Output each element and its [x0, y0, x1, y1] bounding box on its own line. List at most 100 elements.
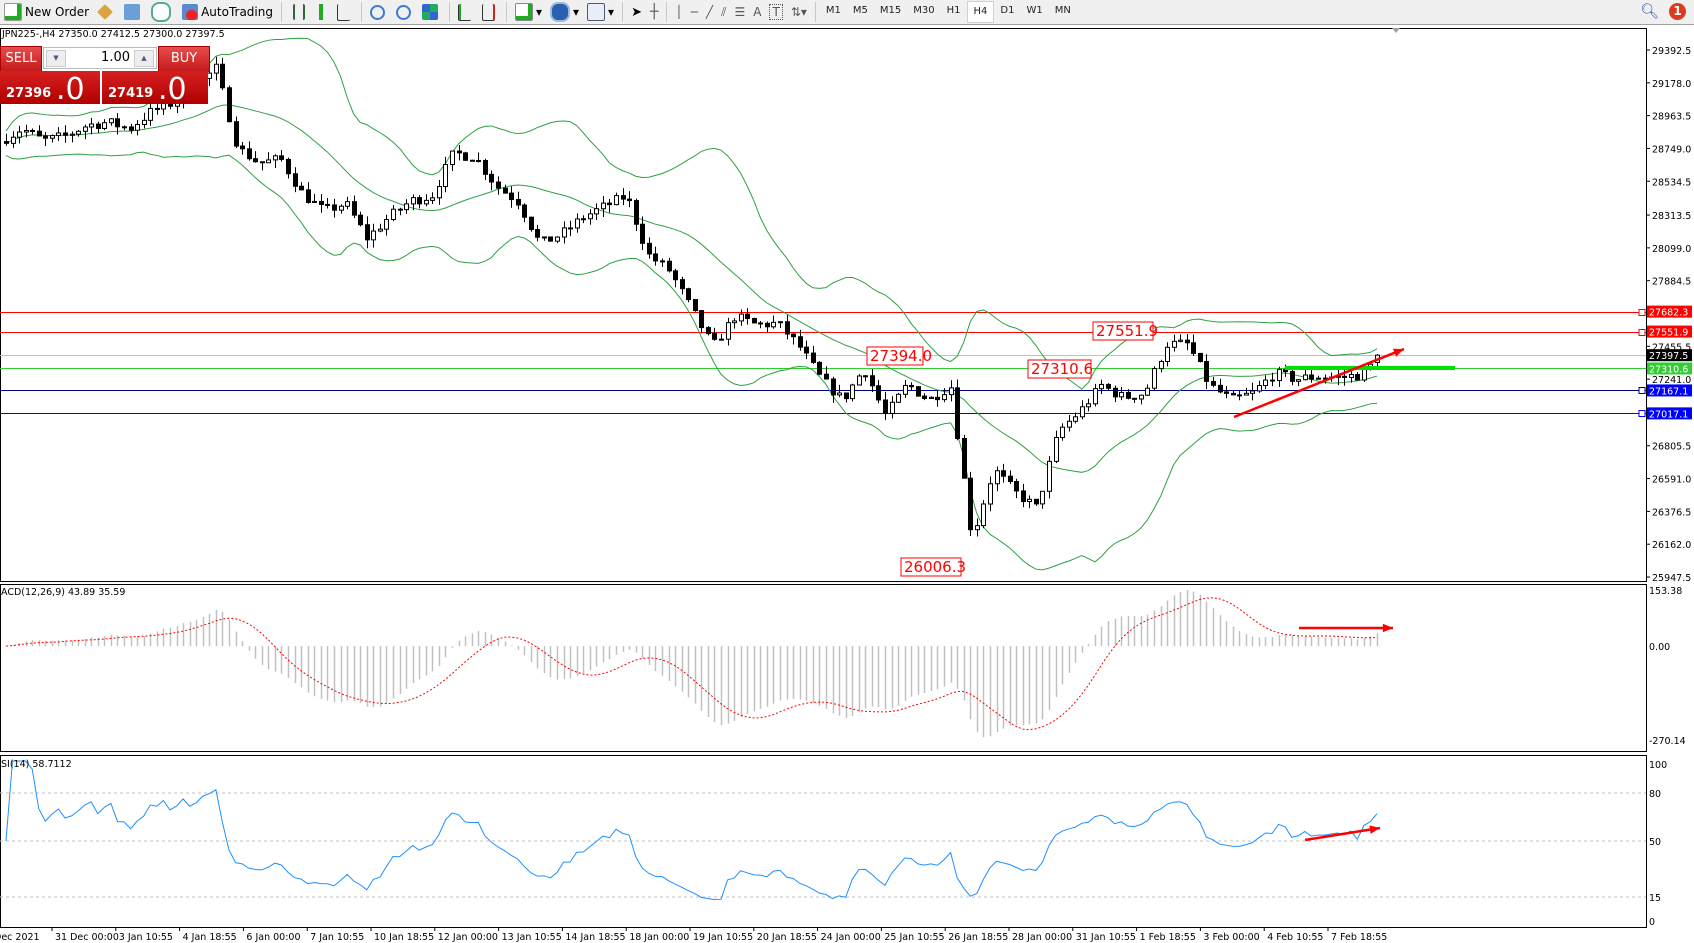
crosshair-button[interactable]: ┼ [646, 1, 662, 23]
arrows-button[interactable]: ⇅▾ [787, 1, 811, 23]
price-tick-label: 28963.5 [1652, 112, 1691, 123]
candlestick-icon [315, 4, 326, 20]
candle-bear [286, 158, 291, 175]
sell-button[interactable]: SELL [0, 46, 42, 72]
text-button[interactable]: A [749, 1, 765, 23]
candle-bear [1034, 498, 1039, 505]
price-tick-label: 27884.5 [1652, 277, 1691, 288]
price-line-label-bg [1647, 407, 1692, 420]
time-tick-label: 31 Jan 10:55 [1076, 932, 1136, 943]
timeframe-h1[interactable]: H1 [946, 5, 961, 16]
candle-bull [1263, 379, 1268, 387]
candle-bear [115, 118, 120, 128]
zoom-in-button[interactable] [366, 1, 392, 23]
sell-price-main: 27396 [6, 86, 52, 101]
candle-bull [1060, 426, 1065, 438]
new-order-button[interactable]: New Order [0, 1, 93, 23]
candle-bear [1231, 392, 1236, 396]
candle-bear [804, 346, 809, 354]
auto-scroll-button[interactable] [454, 1, 478, 23]
autotrading-button[interactable]: AutoTrading [178, 1, 277, 23]
candle-bear [962, 438, 967, 479]
bar-chart-button[interactable] [286, 1, 312, 23]
cursor-icon: ➤ [631, 4, 642, 20]
cursor-button[interactable]: ➤ [627, 1, 646, 23]
main-plot [4, 37, 1380, 571]
line-chart-button[interactable] [333, 1, 357, 23]
timeframe-d1[interactable]: D1 [1000, 5, 1015, 16]
timeframe-mn[interactable]: MN [1054, 5, 1071, 16]
macd-axis-label: -270.14 [1649, 736, 1686, 747]
candle-bull [411, 197, 416, 205]
zoom-out-button[interactable] [392, 1, 418, 23]
candle-bull [76, 130, 81, 135]
lot-size-input[interactable]: 1.00 [101, 50, 130, 65]
timeframe-h4[interactable]: H4 [966, 1, 995, 23]
templates-button[interactable]: ▾ [583, 1, 618, 23]
candle-bull [1257, 385, 1262, 392]
price-annotation: 27551.9 [1096, 322, 1158, 340]
vertical-line-button[interactable]: │ [671, 1, 686, 23]
horizontal-line-button[interactable]: ─ [687, 1, 702, 23]
text-label-button[interactable]: T [765, 1, 786, 23]
candle-bear [909, 384, 914, 388]
candle-bear [634, 200, 639, 225]
indicators-button[interactable]: ▾ [511, 1, 546, 23]
candle-bear [752, 317, 757, 324]
candle-bear [916, 386, 921, 397]
timeframe-w1[interactable]: W1 [1026, 5, 1043, 16]
time-tick-label: 20 Jan 18:55 [757, 932, 817, 943]
timeframe-m1[interactable]: M1 [825, 5, 841, 16]
notifications-badge[interactable]: 1 [1669, 2, 1686, 20]
candle-bear [358, 214, 363, 226]
signals-button[interactable] [147, 1, 178, 23]
fibonacci-button[interactable]: ☰ [730, 1, 749, 23]
timeframe-m15[interactable]: M15 [879, 5, 902, 16]
channel-button[interactable]: ⫽ [717, 1, 730, 23]
divider [360, 2, 362, 22]
candle-bull [1349, 374, 1354, 378]
candle-bull [102, 122, 107, 129]
candlestick-button[interactable] [312, 1, 333, 23]
tile-windows-button[interactable] [418, 1, 445, 23]
buy-button[interactable]: BUY [158, 46, 210, 72]
candle-bull [1362, 367, 1367, 381]
chart-shift-button[interactable] [478, 1, 502, 23]
candle-bull [732, 320, 737, 324]
lot-increase-button[interactable]: ▲ [134, 50, 154, 67]
periods-button[interactable]: ▾ [546, 1, 583, 23]
candle-bull [89, 123, 94, 128]
candle-bear [365, 224, 370, 241]
timeframe-m30[interactable]: M30 [913, 5, 935, 16]
candle-bull [214, 63, 219, 74]
candle-bull [109, 118, 114, 124]
candle-bull [1277, 368, 1282, 382]
timeframe-m5[interactable]: M5 [852, 5, 868, 16]
one-click-trading-panel: SELL ▼ 1.00 ▲ BUY 27396 .0 27419 .0 [0, 46, 210, 107]
search-icon[interactable]: 🔍︎ [1639, 2, 1659, 20]
candle-bear [647, 242, 652, 255]
pane-frame [0, 584, 1647, 752]
line-handle [1638, 329, 1646, 336]
candle-bear [870, 375, 875, 387]
lot-size-stepper: ▼ 1.00 ▲ [43, 47, 157, 69]
auto-scroll-icon [457, 3, 471, 21]
candle-bull [1165, 346, 1170, 362]
buy-price-box[interactable]: 27419 .0 [102, 71, 208, 107]
price-line-label: 27310.6 [1649, 364, 1688, 375]
candle-bear [1126, 391, 1131, 399]
pane-frame [0, 28, 1647, 582]
candle-bull [929, 396, 934, 399]
lot-decrease-button[interactable]: ▼ [46, 50, 66, 67]
terminal-button[interactable] [120, 1, 147, 23]
candle-bear [417, 197, 422, 205]
candle-bull [1054, 436, 1059, 462]
sell-price-box[interactable]: 27396 .0 [0, 71, 100, 107]
rsi-plot [5, 760, 1378, 901]
trendline-button[interactable]: ╱ [702, 1, 717, 23]
candle-bear [220, 63, 225, 89]
candle-bear [1218, 384, 1223, 393]
candle-bull [135, 124, 140, 131]
candle-bull [1073, 416, 1078, 422]
